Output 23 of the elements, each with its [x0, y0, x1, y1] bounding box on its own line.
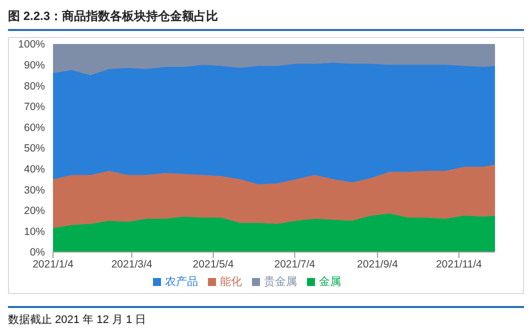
x-tick-label: 2021/1/4 [32, 258, 74, 270]
y-tick-label: 100% [18, 38, 45, 51]
y-tick-label: 60% [24, 122, 45, 134]
y-tick-label: 70% [24, 101, 45, 114]
legend-label: 农产品 [165, 276, 198, 288]
x-tick-label: 2021/5/4 [192, 258, 234, 270]
x-tick-label: 2021/11/4 [436, 258, 482, 270]
y-tick-label: 20% [24, 205, 45, 218]
legend-label: 能化 [220, 276, 242, 288]
y-tick-label: 50% [24, 142, 45, 155]
y-tick-label: 90% [24, 60, 45, 72]
text: 数据截止 2021 年 12 月 1 日 [8, 313, 148, 327]
x-tick-label: 2021/7/4 [274, 258, 316, 270]
y-tick-label: 40% [24, 164, 45, 176]
legend-label: 贵金属 [264, 276, 297, 288]
y-tick-label: 30% [24, 184, 45, 196]
x-tick-label: 2021/9/4 [357, 258, 398, 270]
chart-title: 图 2.2.3：商品指数各板块持仓金额占比 [8, 8, 524, 31]
y-tick-label: 80% [24, 80, 45, 92]
y-tick-label: 10% [24, 226, 45, 238]
y-tick-label: 0% [30, 246, 45, 259]
legend-label: 金属 [319, 276, 341, 288]
x-tick-label: 2021/3/4 [111, 258, 152, 270]
